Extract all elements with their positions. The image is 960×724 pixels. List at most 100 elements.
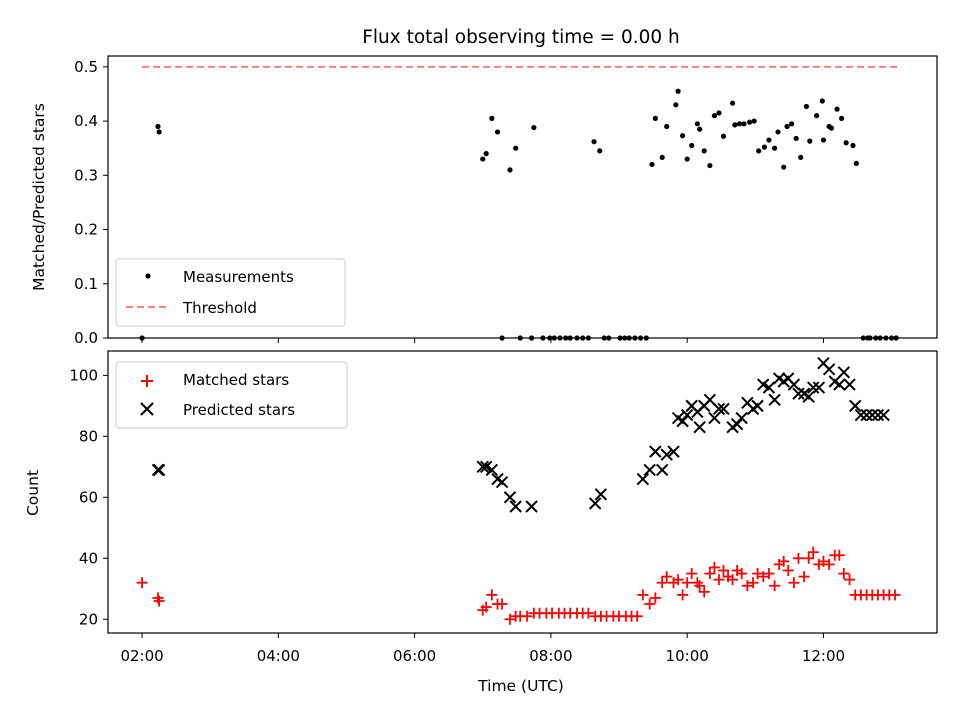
- matched-star-point: [757, 571, 769, 583]
- measurement-point: [649, 161, 655, 168]
- matched-star-point: [838, 568, 850, 580]
- top-y-tick-label: 0.4: [74, 112, 98, 130]
- top-y-tick-label: 0.3: [74, 166, 98, 184]
- measurement-point: [781, 164, 787, 170]
- measurement-point: [531, 124, 537, 131]
- matched-star-point: [704, 568, 716, 580]
- x-tick-label: 12:00: [802, 647, 845, 665]
- bottom-legend: Matched stars Predicted stars: [115, 361, 348, 429]
- matched-star-point: [486, 589, 498, 601]
- matched-star-point: [698, 586, 710, 598]
- top-y-tick-label: 0.1: [74, 275, 98, 293]
- predicted-mark-stroke: [772, 372, 786, 385]
- predicted-mark-stroke: [636, 472, 650, 486]
- bottom-y-tick-label: 60: [79, 488, 98, 506]
- predicted-star-point: [509, 500, 522, 513]
- legend-matched-label: Matched stars: [183, 371, 289, 389]
- predicted-mark-stroke: [667, 445, 680, 458]
- matched-star-point: [153, 595, 165, 607]
- measurement-point: [798, 154, 804, 161]
- measurement-point: [784, 123, 790, 130]
- measurement-point: [155, 123, 161, 130]
- predicted-star-point: [712, 402, 726, 416]
- matched-star-point: [136, 577, 148, 589]
- measurement-point: [707, 162, 713, 169]
- measurement-point: [701, 148, 707, 154]
- predicted-mark-stroke: [671, 411, 685, 425]
- bottom-y-tick-label: 40: [79, 549, 98, 567]
- measurement-point: [591, 139, 597, 145]
- predicted-mark-stroke: [693, 421, 706, 434]
- predicted-star-point: [667, 445, 680, 458]
- predicted-mark-stroke: [817, 356, 830, 370]
- legend-predicted-label: Predicted stars: [183, 401, 295, 419]
- bottom-axes-frame: [107, 350, 938, 634]
- predicted-star-point: [843, 378, 856, 391]
- matched-star-point: [763, 568, 775, 580]
- measurement-point: [489, 115, 495, 121]
- predicted-star-point: [588, 497, 602, 510]
- matched-star-point: [713, 574, 725, 586]
- measurement-point: [789, 121, 795, 127]
- predicted-mark-stroke: [476, 460, 489, 474]
- bottom-y-tick-label: 80: [79, 427, 98, 445]
- matched-star-point: [741, 580, 753, 592]
- predicted-star-point: [594, 488, 608, 501]
- legend-measurements-marker: [145, 273, 151, 279]
- predicted-star-point: [792, 387, 805, 400]
- matched-star-point: [718, 565, 730, 577]
- measurement-point: [756, 148, 762, 154]
- measurement-point: [652, 115, 658, 121]
- predicted-mark-stroke: [871, 408, 885, 422]
- predicted-star-point: [655, 463, 669, 477]
- measurement-point: [766, 137, 772, 143]
- measurement-point: [807, 138, 813, 144]
- measurement-point: [659, 154, 665, 161]
- measurement-point: [775, 129, 781, 135]
- matched-star-point: [736, 568, 748, 580]
- matched-star-point: [803, 552, 815, 564]
- matched-star-point: [782, 565, 794, 577]
- predicted-mark-stroke: [703, 393, 717, 406]
- predicted-star-point: [503, 491, 517, 504]
- measurement-point: [716, 110, 722, 116]
- predicted-star-point: [854, 408, 868, 422]
- top-y-tick-label: 0.0: [74, 329, 98, 347]
- predicted-star-point: [643, 463, 656, 477]
- predicted-mark-stroke: [676, 414, 689, 428]
- matched-star-point: [496, 598, 508, 610]
- legend-threshold-label: Threshold: [182, 299, 257, 317]
- measurement-point: [793, 135, 799, 142]
- measurement-point: [803, 103, 810, 110]
- predicted-mark-stroke: [812, 381, 826, 394]
- measurement-point: [834, 106, 840, 112]
- predicted-mark-stroke: [730, 417, 744, 431]
- predicted-mark-stroke: [594, 488, 608, 501]
- predicted-mark-stroke: [649, 445, 662, 458]
- top-y-axis-label: Matched/Predicted stars: [30, 103, 48, 291]
- measurement-point: [711, 113, 718, 119]
- predicted-star-point: [762, 381, 776, 394]
- top-legend: Measurements Threshold: [115, 258, 346, 327]
- predicted-mark-stroke: [479, 460, 493, 474]
- predicted-mark-stroke: [717, 402, 730, 416]
- bottom-y-tick-label: 100: [69, 366, 98, 384]
- top-y-tick-label: 0.2: [74, 221, 98, 239]
- predicted-mark-stroke: [588, 497, 602, 510]
- measurement-point: [673, 102, 679, 108]
- predicted-mark-stroke: [751, 399, 764, 413]
- predicted-mark-stroke: [741, 396, 754, 410]
- measurement-point: [751, 118, 757, 124]
- predicted-star-point: [871, 408, 885, 422]
- predicted-star-point: [485, 463, 499, 477]
- matched-star-point: [807, 546, 819, 558]
- matched-star-point: [788, 577, 800, 589]
- matched-star-point: [521, 610, 533, 622]
- bottom-plot-area: [136, 356, 901, 625]
- matched-star-point: [480, 601, 492, 613]
- top-axes-frame: [107, 55, 938, 339]
- measurement-point: [689, 142, 695, 149]
- measurement-point: [729, 100, 736, 106]
- predicted-star-point: [730, 417, 744, 431]
